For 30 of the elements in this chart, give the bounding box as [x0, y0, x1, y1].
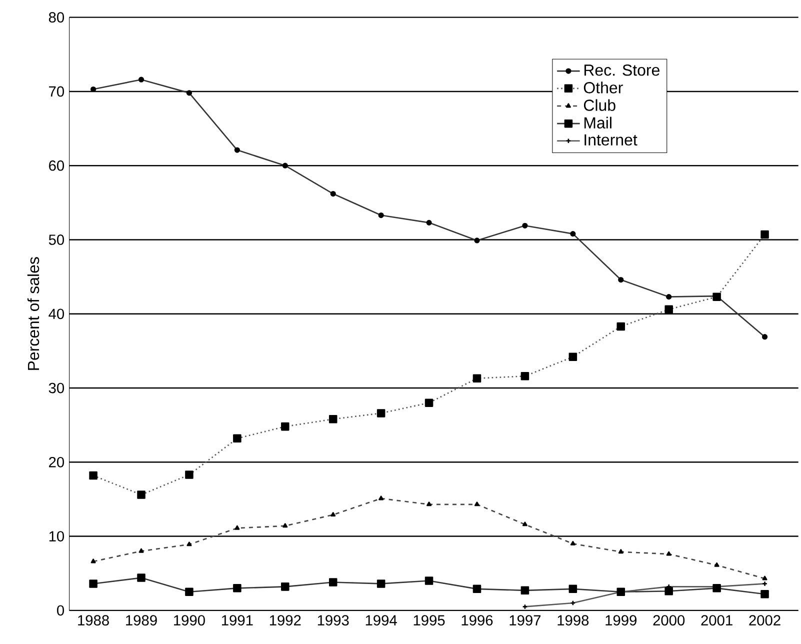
x-tick-label: 2000 — [653, 615, 685, 626]
x-tick-label: 1990 — [174, 615, 205, 626]
y-tick-label: 70 — [49, 86, 64, 97]
y-tick-label: 60 — [49, 160, 64, 171]
x-tick-label: 1992 — [270, 615, 301, 626]
y-tick-label: 80 — [48, 12, 64, 23]
x-tick-label: 1996 — [462, 615, 493, 626]
y-tick-label: 20 — [49, 457, 64, 468]
x-tick-label: 1999 — [606, 615, 636, 626]
y-tick-label: 0 — [57, 605, 64, 616]
legend-label: Other — [584, 82, 623, 94]
x-tick-label: 2001 — [701, 615, 732, 626]
x-tick-label: 1995 — [414, 615, 445, 626]
y-axis-title: Percent of sales — [27, 257, 40, 370]
y-tick-label: 50 — [48, 234, 64, 246]
x-tick-label: 1993 — [318, 615, 349, 626]
y-tick-label: 30 — [48, 382, 64, 394]
legend-label: Rec. Store — [584, 64, 660, 76]
legend-label: Internet — [584, 134, 638, 146]
y-tick-label: 10 — [49, 531, 64, 542]
x-tick-label: 1998 — [558, 615, 589, 626]
x-tick-label: 1988 — [78, 615, 109, 626]
x-tick-label: 1994 — [366, 615, 397, 626]
legend-label: Mail — [584, 116, 612, 129]
legend-label: Club — [584, 99, 616, 112]
x-tick-label: 1997 — [510, 615, 541, 626]
x-tick-label: 1989 — [126, 615, 157, 626]
x-tick-label: 1991 — [222, 615, 253, 626]
y-tick-label: 40 — [48, 308, 64, 320]
x-tick-label: 2002 — [749, 615, 780, 626]
